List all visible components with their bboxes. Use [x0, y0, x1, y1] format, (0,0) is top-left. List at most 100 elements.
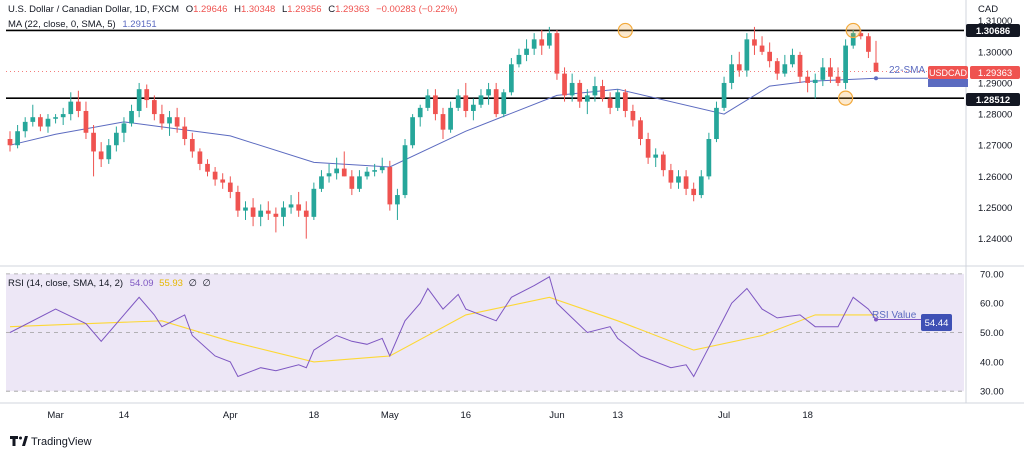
ma-header: MA (22, close, 0, SMA, 5) 1.29151 [8, 19, 157, 30]
last-price-value: 1.29363 [978, 68, 1012, 79]
candle [425, 89, 431, 111]
candle-body [425, 95, 431, 108]
rsi-ma-line [9, 296, 876, 363]
candle [357, 170, 362, 192]
candle [866, 33, 871, 59]
candle-body [653, 154, 659, 158]
candle [159, 104, 165, 130]
candle [873, 40, 879, 72]
candle-body [607, 98, 613, 108]
candle-body [478, 95, 484, 105]
candle-body [265, 210, 271, 214]
candle [645, 132, 651, 164]
candle-body [615, 92, 621, 108]
candle [706, 132, 712, 180]
candle-body [486, 89, 491, 96]
candle-body [174, 117, 180, 127]
candle-body [752, 39, 757, 46]
rsi-annotation: RSI Value [872, 310, 917, 321]
rsi-tick-label: 40.00 [980, 357, 1004, 368]
candle [379, 157, 385, 174]
ma-value: 1.29151 [122, 19, 156, 30]
candle [797, 51, 803, 83]
date-tick-label: Jul [718, 410, 730, 421]
date-tick-label: 18 [802, 410, 813, 421]
ma-badge-stub [928, 79, 968, 87]
candle-body [227, 182, 233, 192]
date-tick-label: Mar [47, 410, 63, 421]
candle [501, 89, 507, 118]
candle [395, 188, 400, 220]
candle [326, 163, 332, 183]
candle-body [676, 176, 681, 183]
candle-body [858, 33, 864, 37]
rsi-extra-2: ∅ [203, 278, 211, 289]
candle [189, 132, 195, 158]
candle [250, 198, 256, 227]
candle-body [630, 110, 636, 121]
candle [835, 67, 841, 87]
ohlc-close: 1.29363 [335, 4, 369, 15]
candle [402, 139, 408, 199]
candle-body [334, 168, 340, 174]
price-tick-label: 1.25000 [978, 203, 1012, 214]
candle-body [873, 62, 879, 72]
candle-body [159, 114, 165, 124]
candle [509, 58, 514, 96]
rsi-label: RSI (14, close, SMA, 14, 2) [8, 278, 123, 289]
candle-body [402, 145, 408, 196]
candle [577, 79, 583, 108]
price-tick-label: 1.26000 [978, 172, 1012, 183]
candle-body [296, 204, 302, 211]
rsi-value-badge-text: 54.44 [925, 318, 949, 329]
candle-body [546, 33, 552, 46]
candle [38, 114, 43, 132]
candle-body [182, 126, 188, 139]
candle-body [372, 170, 377, 172]
candle-body [531, 39, 537, 49]
rsi-tick-label: 60.00 [980, 299, 1004, 310]
candle-body [220, 179, 226, 183]
candle-body [235, 191, 241, 211]
candle [554, 30, 560, 80]
candle-body [683, 176, 689, 189]
candle-body [835, 76, 841, 83]
candle [273, 207, 279, 233]
ohlc-high-label: H [234, 4, 241, 15]
candle-body [30, 117, 36, 122]
candle [106, 139, 112, 164]
date-tick-label: May [381, 410, 399, 421]
candle [774, 58, 780, 80]
ohlc-change: −0.00283 (−0.22%) [376, 4, 457, 15]
candle-body [197, 151, 203, 164]
candle-body [433, 95, 438, 115]
support-value: 1.28512 [976, 95, 1010, 106]
highlight-circle [845, 22, 861, 39]
candle-body [349, 176, 355, 189]
candle [820, 58, 826, 87]
candle [448, 101, 453, 133]
rsi-extra-1: ∅ [189, 278, 197, 289]
candle-body [767, 51, 773, 62]
candle [319, 170, 324, 192]
candle-body [136, 89, 142, 111]
candle-body [273, 213, 279, 217]
candle [683, 170, 689, 196]
candle-body [660, 154, 666, 171]
candle-body [410, 117, 415, 146]
candle-body [83, 110, 89, 133]
candle-body [212, 171, 218, 180]
candle-body [509, 64, 514, 93]
candle [516, 48, 522, 68]
candle-body [303, 210, 309, 217]
candle-body [828, 67, 833, 77]
resistance-value: 1.30686 [976, 26, 1010, 37]
candle [334, 157, 340, 180]
candle [45, 114, 51, 133]
candle [129, 104, 134, 127]
candle [455, 89, 461, 111]
candle-body [691, 188, 697, 196]
candle [281, 201, 286, 227]
candle-body [524, 48, 529, 55]
